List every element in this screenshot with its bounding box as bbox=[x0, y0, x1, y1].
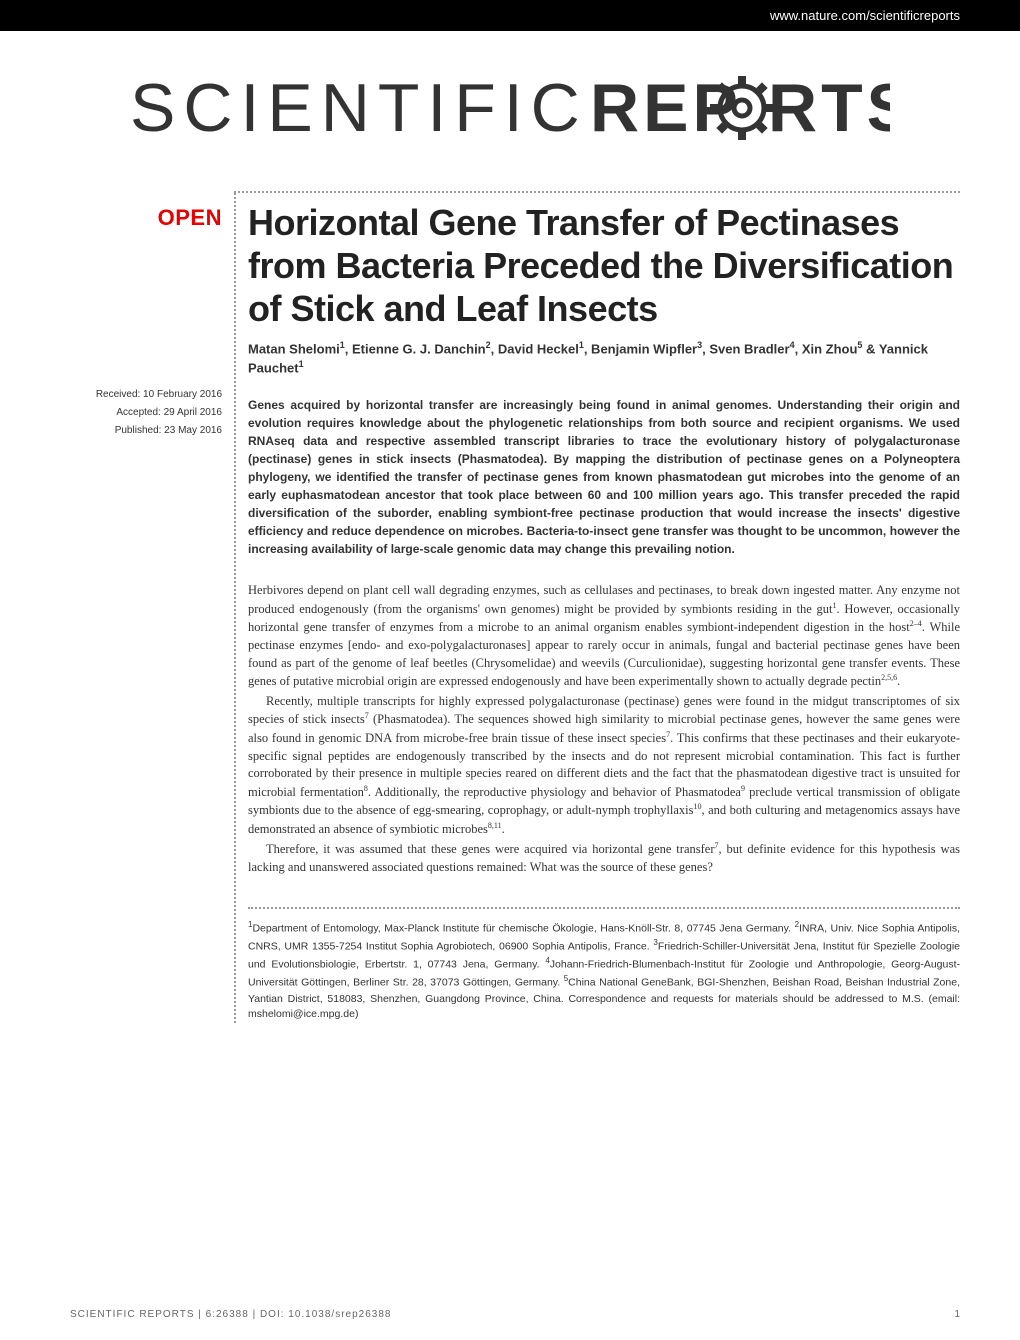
header-bar: www.nature.com/scientificreports bbox=[0, 0, 1020, 31]
paragraph-1: Herbivores depend on plant cell wall deg… bbox=[248, 582, 960, 690]
paragraph-2: Recently, multiple transcripts for highl… bbox=[248, 693, 960, 839]
footer-page-number: 1 bbox=[954, 1309, 960, 1320]
paragraph-3: Therefore, it was assumed that these gen… bbox=[248, 840, 960, 876]
affiliations-wrapper: 1Department of Entomology, Max-Planck In… bbox=[248, 907, 960, 1024]
affiliations-divider bbox=[248, 907, 960, 909]
publication-dates: Received: 10 February 2016 Accepted: 29 … bbox=[70, 386, 222, 440]
affiliations: 1Department of Entomology, Max-Planck In… bbox=[248, 919, 960, 1024]
journal-logo: SCIENTIFIC REP RTS bbox=[0, 66, 1020, 161]
svg-text:SCIENTIFIC: SCIENTIFIC bbox=[130, 70, 588, 146]
date-accepted: Accepted: 29 April 2016 bbox=[70, 404, 222, 422]
abstract: Genes acquired by horizontal transfer ar… bbox=[248, 396, 960, 558]
date-published: Published: 23 May 2016 bbox=[70, 422, 222, 440]
body-text: Herbivores depend on plant cell wall deg… bbox=[248, 582, 960, 876]
authors-list: Matan Shelomi1, Etienne G. J. Danchin2, … bbox=[248, 339, 960, 379]
scientific-reports-logo: SCIENTIFIC REP RTS bbox=[130, 66, 890, 156]
open-access-badge: OPEN bbox=[70, 205, 222, 231]
left-column: OPEN Received: 10 February 2016 Accepted… bbox=[70, 193, 234, 1023]
date-received: Received: 10 February 2016 bbox=[70, 386, 222, 404]
footer-citation: SCIENTIFIC REPORTS | 6:26388 | DOI: 10.1… bbox=[70, 1309, 391, 1320]
article-title: Horizontal Gene Transfer of Pectinases f… bbox=[248, 201, 960, 331]
header-url[interactable]: www.nature.com/scientificreports bbox=[770, 8, 960, 23]
footer: SCIENTIFIC REPORTS | 6:26388 | DOI: 10.1… bbox=[70, 1309, 960, 1320]
svg-text:RTS: RTS bbox=[768, 70, 890, 146]
right-column: Horizontal Gene Transfer of Pectinases f… bbox=[234, 193, 960, 1023]
content-wrapper: OPEN Received: 10 February 2016 Accepted… bbox=[0, 193, 1020, 1023]
